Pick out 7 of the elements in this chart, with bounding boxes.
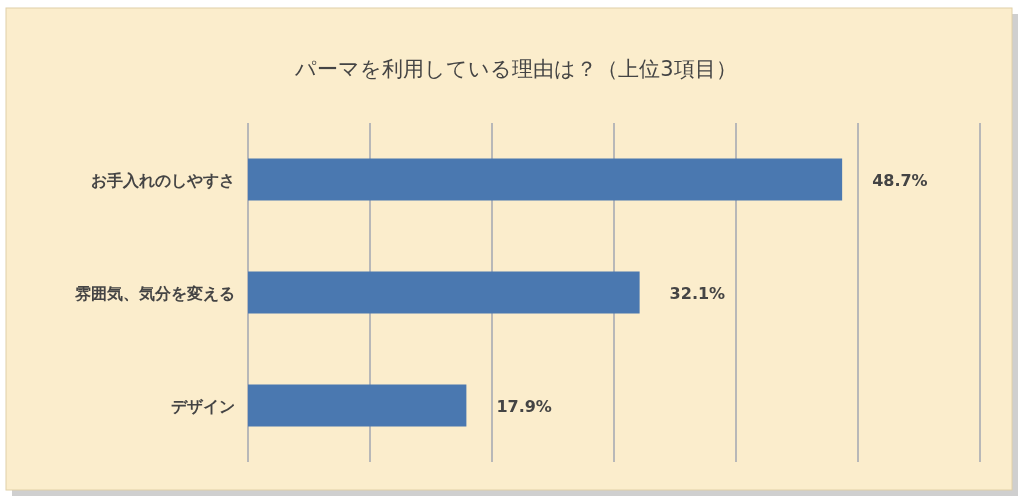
data-label: 32.1% — [669, 283, 726, 303]
y-tick-label: お手入れのしやすさ — [91, 170, 235, 190]
y-tick-label: 雰囲気、気分を変える — [75, 283, 235, 303]
data-label: 17.9% — [496, 396, 552, 416]
data-label: 48.7% — [872, 170, 928, 190]
chart-title: パーマを利用している理由は？（上位3項目） — [294, 57, 737, 81]
y-tick-label: デザイン — [171, 396, 235, 416]
